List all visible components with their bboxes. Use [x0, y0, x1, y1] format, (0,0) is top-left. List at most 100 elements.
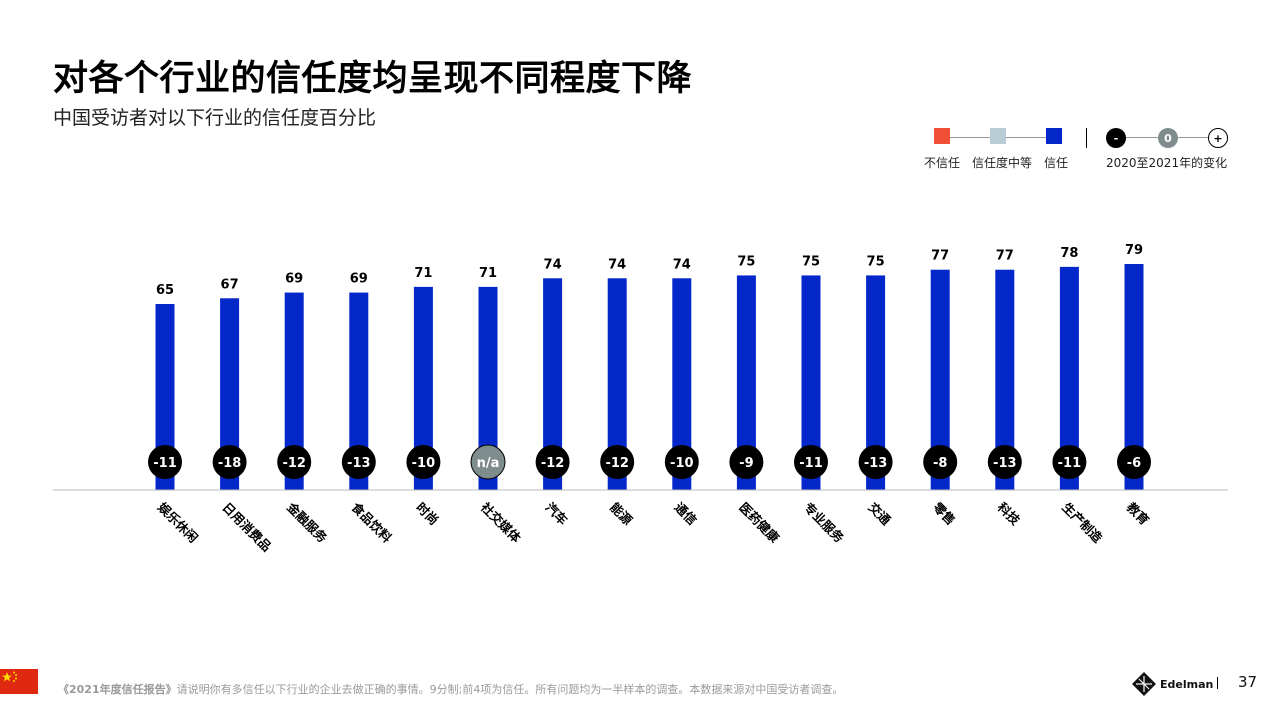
- bar: [930, 269, 950, 490]
- footer-source-text: 请说明你有多信任以下行业的企业去做正确的事情。9分制;前4项为信任。所有问题均为…: [176, 683, 844, 696]
- legend-label-trust: 信任: [1044, 156, 1069, 170]
- legend-label-neutral: 信任度中等: [972, 156, 1033, 170]
- bar: [866, 275, 886, 490]
- change-label: -13: [993, 456, 1017, 471]
- bar-group: 79 -6 教育: [1117, 243, 1153, 528]
- bar: [349, 292, 369, 490]
- category-label: 专业服务: [801, 500, 847, 546]
- change-label: -6: [1127, 456, 1141, 471]
- bar-group: 75 -13 交通: [858, 254, 894, 529]
- change-badge: [1052, 445, 1087, 479]
- change-label: -13: [864, 456, 888, 471]
- legend-item-distrust: [934, 128, 950, 144]
- footer-source-title: 《2021年度信任报告》: [58, 683, 177, 696]
- bar-value-label: 69: [350, 272, 368, 287]
- bar-group: 75 -11 专业服务: [794, 254, 847, 546]
- category-label: 食品饮料: [348, 499, 395, 546]
- bar-group: 65 -11 娱乐休闲: [148, 283, 201, 545]
- change-badge: [1117, 445, 1151, 479]
- legend: 不信任 信任度中等 信任 - 0 + 2020至2021年的变化: [916, 128, 1236, 178]
- bar: [155, 304, 175, 490]
- bar-value-label: 67: [221, 277, 239, 292]
- bar-group: 75 -9 医药健康: [729, 254, 783, 546]
- bar: [284, 292, 304, 490]
- change-badge: [212, 445, 247, 479]
- bar-group: 74 -10 通信: [664, 257, 701, 529]
- change-badge: [470, 444, 506, 480]
- category-label: 科技: [995, 500, 1024, 529]
- bar: [413, 286, 433, 490]
- bar-group: 77 -13 科技: [987, 249, 1024, 529]
- flag-stars: [2, 671, 17, 682]
- category-label: 金融服务: [283, 499, 330, 546]
- change-badge: [600, 445, 635, 479]
- legend-item-trust: [1046, 128, 1062, 144]
- category-label: 零售: [929, 499, 958, 528]
- footer-source-note: 《2021年度信任报告》请说明你有多信任以下行业的企业去做正确的事情。9分制;前…: [58, 681, 843, 697]
- change-badge: [277, 445, 312, 479]
- category-label: 教育: [1123, 499, 1152, 528]
- bar-value-label: 69: [285, 272, 303, 287]
- bar-value-label: 74: [608, 257, 626, 272]
- change-label: -11: [799, 456, 823, 471]
- bar-value-label: 79: [1125, 243, 1143, 258]
- bar: [478, 286, 498, 490]
- change-badge: [794, 445, 828, 479]
- edelman-logo-icon: [1132, 672, 1156, 696]
- change-plus-icon: +: [1208, 128, 1228, 148]
- change-badge: [341, 445, 376, 479]
- page-title: 对各个行业的信任度均呈现不同程度下降: [53, 59, 693, 99]
- legend-label-change: 2020至2021年的变化: [1106, 156, 1228, 170]
- category-label: 日用消费品: [219, 500, 274, 555]
- bar-value-label: 74: [544, 257, 562, 272]
- legend-divider: [1086, 128, 1087, 148]
- page-subtitle: 中国受访者对以下行业的信任度百分比: [53, 107, 377, 129]
- bar-value-label: 74: [673, 257, 691, 272]
- change-label: -9: [739, 456, 753, 471]
- change-badge: [858, 445, 893, 479]
- page-number: 37: [1238, 673, 1258, 691]
- bar-value-label: 78: [1060, 246, 1078, 261]
- bar-group: 77 -8 零售: [923, 249, 958, 528]
- bar: [736, 275, 756, 490]
- category-label: 娱乐休闲: [155, 500, 201, 546]
- bar-value-label: 77: [931, 249, 949, 264]
- bar-group: 67 -18 日用消费品: [212, 277, 274, 555]
- bar-value-label: 65: [156, 283, 174, 298]
- bar-group: 69 -12 金融服务: [277, 272, 330, 546]
- bar-value-label: 75: [802, 254, 820, 269]
- change-label: -12: [541, 456, 565, 471]
- category-label: 通信: [672, 500, 701, 529]
- bar-value-label: 75: [737, 254, 755, 269]
- category-label: 交通: [865, 500, 894, 529]
- category-label: 医药健康: [736, 500, 782, 546]
- change-label: -18: [218, 456, 242, 471]
- legend-swatch-neutral: [990, 128, 1006, 144]
- category-label: 能源: [607, 500, 636, 529]
- change-badge: [664, 445, 699, 479]
- bar-group: 74 -12 汽车: [535, 257, 571, 529]
- brand-name: Edelman: [1160, 678, 1214, 691]
- legend-connector: [950, 137, 990, 138]
- change-badge: [406, 445, 441, 479]
- change-label: -13: [347, 456, 371, 471]
- change-badge: [148, 445, 182, 479]
- legend-swatch-trust: [1046, 128, 1062, 144]
- category-label: 汽车: [542, 500, 571, 529]
- bar: [672, 278, 692, 490]
- legend-connector: [1006, 137, 1046, 138]
- bar: [995, 269, 1015, 490]
- legend-item-neutral: [990, 128, 1006, 144]
- legend-swatch-distrust: [934, 128, 950, 144]
- change-label: -10: [670, 456, 694, 471]
- change-label: -10: [412, 456, 436, 471]
- change-label: -8: [933, 456, 947, 471]
- change-label: -12: [605, 456, 629, 471]
- bar: [543, 278, 563, 490]
- bar-group: 74 -12 能源: [600, 257, 636, 528]
- bar-group: 71 -10 时尚: [406, 266, 442, 528]
- bar: [1124, 264, 1144, 490]
- bar-group: 69 -13 食品饮料: [341, 272, 395, 546]
- change-badge: [729, 445, 764, 479]
- change-label: -12: [282, 456, 306, 471]
